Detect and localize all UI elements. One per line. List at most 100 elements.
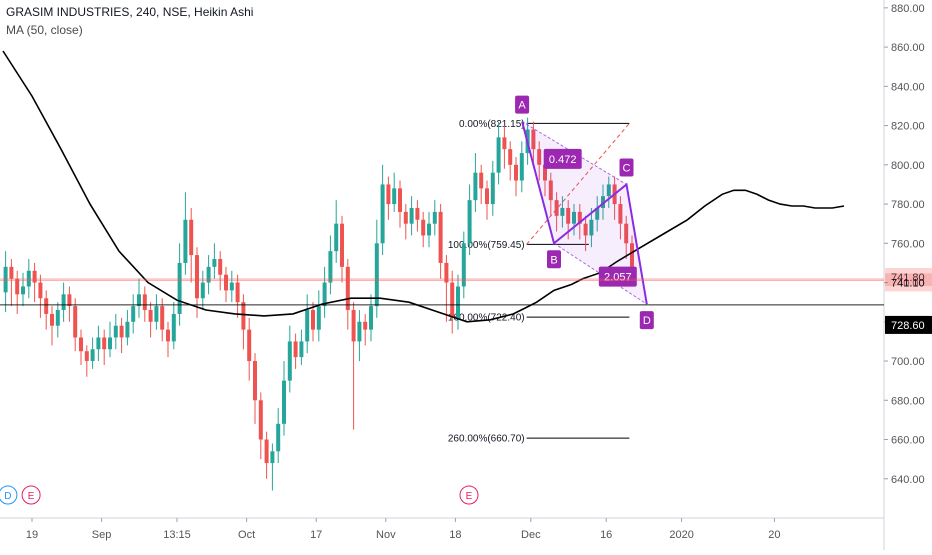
candle-body [328, 251, 333, 283]
candle-19 [113, 313, 118, 350]
event-marker-label: E [466, 491, 473, 502]
candle-body [137, 294, 141, 307]
candle-body [61, 294, 66, 311]
event-marker-label: D [4, 491, 11, 502]
candle-body [461, 243, 466, 287]
y-tick-label: 780.00 [891, 199, 925, 211]
x-tick-label: Dec [521, 529, 541, 541]
price-lines [0, 278, 884, 306]
price-tag-box [885, 315, 932, 334]
candle-body [166, 329, 170, 342]
candle-68 [398, 180, 402, 228]
candle-body [38, 282, 43, 299]
candle-body [438, 211, 443, 263]
candle-25 [148, 302, 153, 338]
candle-body [601, 196, 605, 208]
candle-106 [618, 196, 623, 240]
candle-17 [102, 329, 107, 365]
candle-45 [264, 431, 269, 479]
y-tick-label: 860.00 [891, 42, 925, 54]
candle-body [177, 262, 182, 314]
candle-94 [548, 172, 553, 216]
candle-22 [131, 294, 136, 334]
candle-body [258, 400, 263, 440]
y-tick-label: 700.00 [891, 356, 925, 368]
candle-body [264, 439, 269, 464]
fib-label: 100.00%(759.45) [448, 240, 525, 251]
candle-body [293, 341, 298, 358]
candle-84 [490, 160, 495, 216]
candle-body [427, 223, 431, 236]
candle-body [316, 306, 321, 330]
candle-51 [299, 329, 304, 365]
harmonic-pattern[interactable]: A B C D 0.472 2.057 [515, 95, 654, 330]
candle-body [577, 211, 582, 224]
pattern-point-box [619, 158, 634, 177]
candle-body [514, 164, 518, 181]
candle-body [473, 172, 478, 201]
y-tick-label: 660.00 [891, 435, 925, 447]
candle-15 [90, 337, 95, 369]
ma-legend[interactable]: MA (50, close) [6, 23, 83, 37]
candle-24 [142, 286, 147, 322]
candle-body [67, 294, 72, 307]
candle-72 [421, 211, 426, 248]
candle-55 [322, 266, 327, 318]
candle-body [508, 149, 513, 165]
time-axis[interactable]: 19 Sep 13:15 Oct 17 Nov 18 Dec 16 2020 20 [26, 518, 781, 541]
candle-body [73, 306, 78, 338]
fib-level-1: 100.00%(759.45) [448, 240, 589, 251]
candle-body [624, 223, 629, 244]
candle-body [171, 313, 176, 342]
candle-body [409, 207, 414, 224]
candle-85 [496, 121, 501, 185]
fib-label: 0.00%(821.15) [459, 119, 525, 130]
candle-40 [235, 274, 240, 318]
candle-body [392, 188, 397, 205]
candle-body [432, 211, 437, 224]
candle-body [235, 282, 240, 303]
candle-body [229, 282, 234, 291]
candle-body [282, 380, 286, 424]
candle-39 [229, 270, 234, 303]
candle-46 [270, 443, 275, 491]
candle-77 [450, 270, 455, 334]
candle-78 [456, 274, 460, 330]
candle-body [595, 207, 600, 220]
fib-level-2: 160.00%(722.40) [448, 313, 630, 324]
price-axis[interactable]: 640.00660.00680.00700.00720.00740.00760.… [884, 3, 932, 486]
price-tag-label: 741.80 [891, 272, 925, 284]
candle-body [456, 286, 460, 318]
candle-body [374, 243, 379, 307]
y-tick-label: 820.00 [891, 121, 925, 133]
candle-body [479, 172, 484, 189]
candle-98 [572, 204, 576, 236]
candle-83 [485, 180, 489, 220]
candle-102 [595, 196, 600, 232]
candle-body [386, 184, 391, 205]
candle-body [125, 321, 130, 338]
candle-body [253, 361, 257, 401]
candle-body [154, 306, 159, 322]
price-tag-2: 728.60 [885, 315, 932, 334]
fib-label: 260.00%(660.70) [448, 434, 525, 445]
candle-107 [624, 215, 629, 259]
candle-76 [444, 255, 449, 322]
candle-body [450, 282, 455, 318]
pattern-ratio-label: 2.057 [604, 272, 632, 284]
candle-body [369, 306, 373, 330]
pattern-point-label: C [623, 162, 631, 174]
candle-body [195, 255, 199, 299]
candle-body [444, 262, 449, 283]
fib-extension[interactable]: 0.00%(821.15) 100.00%(759.45) 160.00%(722.… [448, 119, 630, 445]
candle-62 [363, 313, 368, 346]
candle-body [108, 337, 112, 350]
y-tick-label: 880.00 [891, 3, 925, 15]
candle-14 [84, 345, 89, 377]
candle-body [224, 274, 228, 291]
candle-5 [32, 262, 37, 303]
candle-59 [345, 259, 350, 330]
